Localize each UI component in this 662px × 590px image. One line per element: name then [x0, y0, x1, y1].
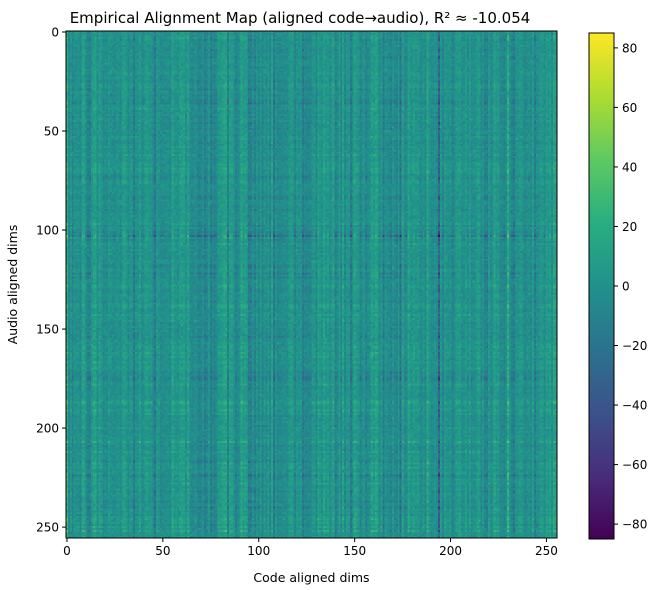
colorbar-tick-label: 20 — [622, 220, 637, 234]
y-tick-label: 150 — [36, 323, 59, 337]
colorbar-tick-label: 80 — [622, 41, 637, 55]
colorbar-tick-label: 0 — [622, 280, 630, 294]
colorbar-tick-label: −60 — [622, 458, 647, 472]
heatmap-plot-area — [65, 30, 558, 539]
y-tick-label: 250 — [36, 521, 59, 535]
x-axis-label: Code aligned dims — [253, 570, 369, 585]
colorbar-tick-label: −80 — [622, 518, 647, 532]
y-tick-label: 0 — [51, 25, 59, 39]
colorbar-tick-label: −40 — [622, 399, 647, 413]
y-axis-ticks: 0 50 100 150 200 250 — [36, 25, 66, 535]
y-tick-label: 200 — [36, 422, 59, 436]
x-tick-label: 250 — [535, 544, 558, 558]
colorbar-tick-label: −20 — [622, 339, 647, 353]
colorbar-gradient — [589, 33, 614, 539]
heatmap-image — [66, 31, 557, 538]
colorbar: −80 −60 −40 −20 0 20 40 60 80 — [588, 32, 647, 540]
colorbar-tick-label: 60 — [622, 101, 637, 115]
x-tick-label: 150 — [343, 544, 366, 558]
x-tick-label: 100 — [247, 544, 270, 558]
x-tick-label: 200 — [439, 544, 462, 558]
colorbar-ticks: −80 −60 −40 −20 0 20 40 60 80 — [614, 41, 647, 532]
y-axis-label: Audio aligned dims — [5, 225, 20, 345]
y-tick-label: 100 — [36, 224, 59, 238]
x-tick-label: 50 — [155, 544, 170, 558]
y-tick-label: 50 — [44, 125, 59, 139]
chart-title: Empirical Alignment Map (aligned code→au… — [70, 9, 531, 27]
x-tick-label: 0 — [63, 544, 71, 558]
plot-frame — [65, 30, 558, 539]
x-axis-ticks: 0 50 100 150 200 250 — [63, 538, 558, 558]
colorbar-tick-label: 40 — [622, 160, 637, 174]
